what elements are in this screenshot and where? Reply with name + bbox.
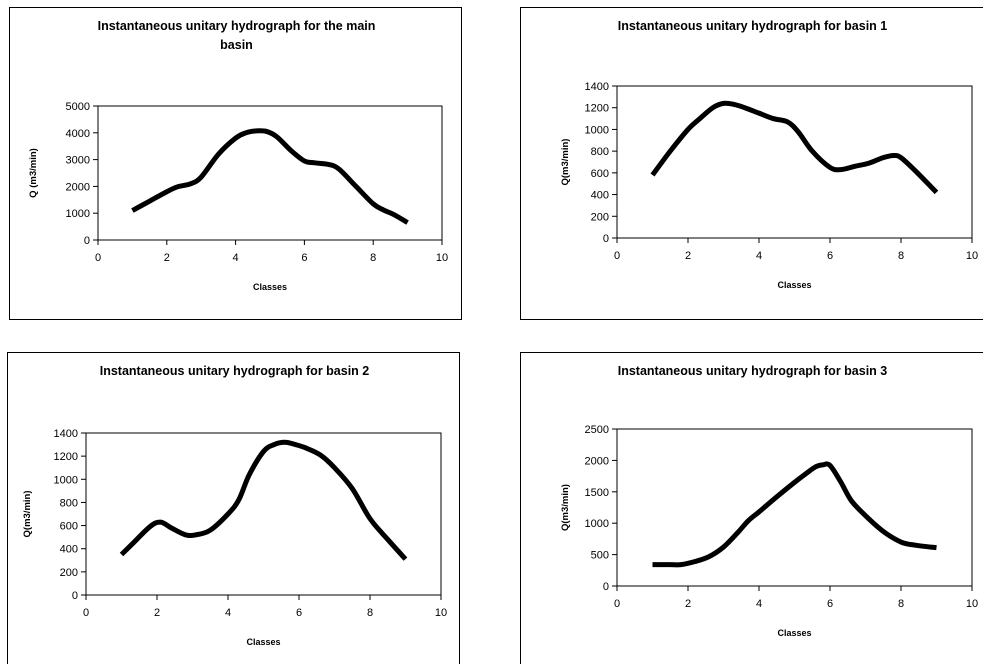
y-tick-label: 1400 xyxy=(54,428,78,440)
hydrograph-line xyxy=(131,128,409,225)
y-tick-label: 0 xyxy=(603,581,609,593)
y-tick-label: 200 xyxy=(591,211,609,223)
x-tick-label: 2 xyxy=(685,598,691,610)
x-tick-label: 10 xyxy=(436,252,448,264)
x-axis-label: Classes xyxy=(253,282,287,292)
plot-area-frame xyxy=(85,432,442,596)
x-tick-label: 0 xyxy=(614,598,620,610)
chart-panel-basin-1: Instantaneous unitary hydrograph for bas… xyxy=(520,7,983,320)
plot-area-frame xyxy=(97,105,443,241)
x-tick-label: 8 xyxy=(898,598,904,610)
y-tick-label: 600 xyxy=(591,168,609,180)
chart-panel-main-basin: Instantaneous unitary hydrograph for the… xyxy=(9,7,462,320)
x-tick-label: 10 xyxy=(966,598,978,610)
y-tick-label: 400 xyxy=(60,544,78,556)
x-axis-label: Classes xyxy=(777,280,811,290)
y-tick-label: 1000 xyxy=(66,208,90,220)
y-tick-label: 0 xyxy=(72,590,78,602)
chart-title-line-1: Instantaneous unitary hydrograph for the… xyxy=(98,19,376,33)
x-tick-label: 6 xyxy=(296,607,302,619)
x-tick-label: 6 xyxy=(301,252,307,264)
x-tick-label: 10 xyxy=(435,607,447,619)
y-tick-label: 200 xyxy=(60,567,78,579)
x-tick-label: 0 xyxy=(95,252,101,264)
y-tick-label: 4000 xyxy=(66,128,90,140)
chart-basin-1: Instantaneous unitary hydrograph for bas… xyxy=(560,19,978,290)
x-tick-label: 2 xyxy=(154,607,160,619)
chart-title-line-2: basin xyxy=(220,38,253,52)
chart-title-line-1: Instantaneous unitary hydrograph for bas… xyxy=(618,364,888,378)
x-axis-label: Classes xyxy=(246,637,280,647)
y-tick-label: 1000 xyxy=(585,518,609,530)
x-tick-label: 8 xyxy=(367,607,373,619)
chart-basin-2: Instantaneous unitary hydrograph for bas… xyxy=(22,364,447,647)
y-tick-label: 1200 xyxy=(54,451,78,463)
chart-title-line-1: Instantaneous unitary hydrograph for bas… xyxy=(100,364,370,378)
x-tick-label: 0 xyxy=(83,607,89,619)
x-axis-label: Classes xyxy=(777,628,811,638)
y-tick-label: 400 xyxy=(591,190,609,202)
y-tick-label: 500 xyxy=(591,550,609,562)
x-tick-label: 4 xyxy=(225,607,231,619)
y-tick-label: 2500 xyxy=(585,424,609,436)
y-tick-label: 800 xyxy=(60,497,78,509)
y-tick-label: 1000 xyxy=(54,474,78,486)
chart-title-line-1: Instantaneous unitary hydrograph for bas… xyxy=(618,19,888,33)
y-tick-label: 800 xyxy=(591,146,609,158)
y-tick-label: 2000 xyxy=(66,181,90,193)
y-tick-label: 1000 xyxy=(585,124,609,136)
plot-area-frame xyxy=(616,85,973,239)
chart-panel-basin-2: Instantaneous unitary hydrograph for bas… xyxy=(7,352,460,664)
plot-area-frame xyxy=(616,428,973,587)
y-tick-label: 5000 xyxy=(66,101,90,113)
x-tick-label: 10 xyxy=(966,250,978,262)
y-tick-label: 2000 xyxy=(585,455,609,467)
y-tick-label: 600 xyxy=(60,521,78,533)
y-axis-label: Q(m3/min) xyxy=(560,139,571,186)
y-axis-label: Q(m3/min) xyxy=(22,491,33,538)
hydrograph-line xyxy=(650,100,939,195)
hydrograph-line xyxy=(119,439,408,561)
x-tick-label: 4 xyxy=(756,250,762,262)
y-tick-label: 1400 xyxy=(585,81,609,93)
y-tick-label: 0 xyxy=(603,233,609,245)
x-tick-label: 8 xyxy=(370,252,376,264)
chart-basin-3: Instantaneous unitary hydrograph for bas… xyxy=(560,364,978,638)
hydrograph-line xyxy=(652,461,937,568)
y-tick-label: 0 xyxy=(84,235,90,247)
y-tick-label: 3000 xyxy=(66,155,90,167)
x-tick-label: 4 xyxy=(233,252,239,264)
chart-panel-basin-3: Instantaneous unitary hydrograph for bas… xyxy=(520,352,983,664)
y-tick-label: 1500 xyxy=(585,487,609,499)
y-axis-label: Q(m3/min) xyxy=(560,484,571,531)
x-tick-label: 0 xyxy=(614,250,620,262)
chart-main-basin: Instantaneous unitary hydrograph for the… xyxy=(28,19,448,292)
x-tick-label: 6 xyxy=(827,250,833,262)
x-tick-label: 2 xyxy=(164,252,170,264)
x-tick-label: 8 xyxy=(898,250,904,262)
y-axis-label: Q (m3/min) xyxy=(28,148,39,198)
x-tick-label: 4 xyxy=(756,598,762,610)
x-tick-label: 6 xyxy=(827,598,833,610)
x-tick-label: 2 xyxy=(685,250,691,262)
y-tick-label: 1200 xyxy=(585,103,609,115)
